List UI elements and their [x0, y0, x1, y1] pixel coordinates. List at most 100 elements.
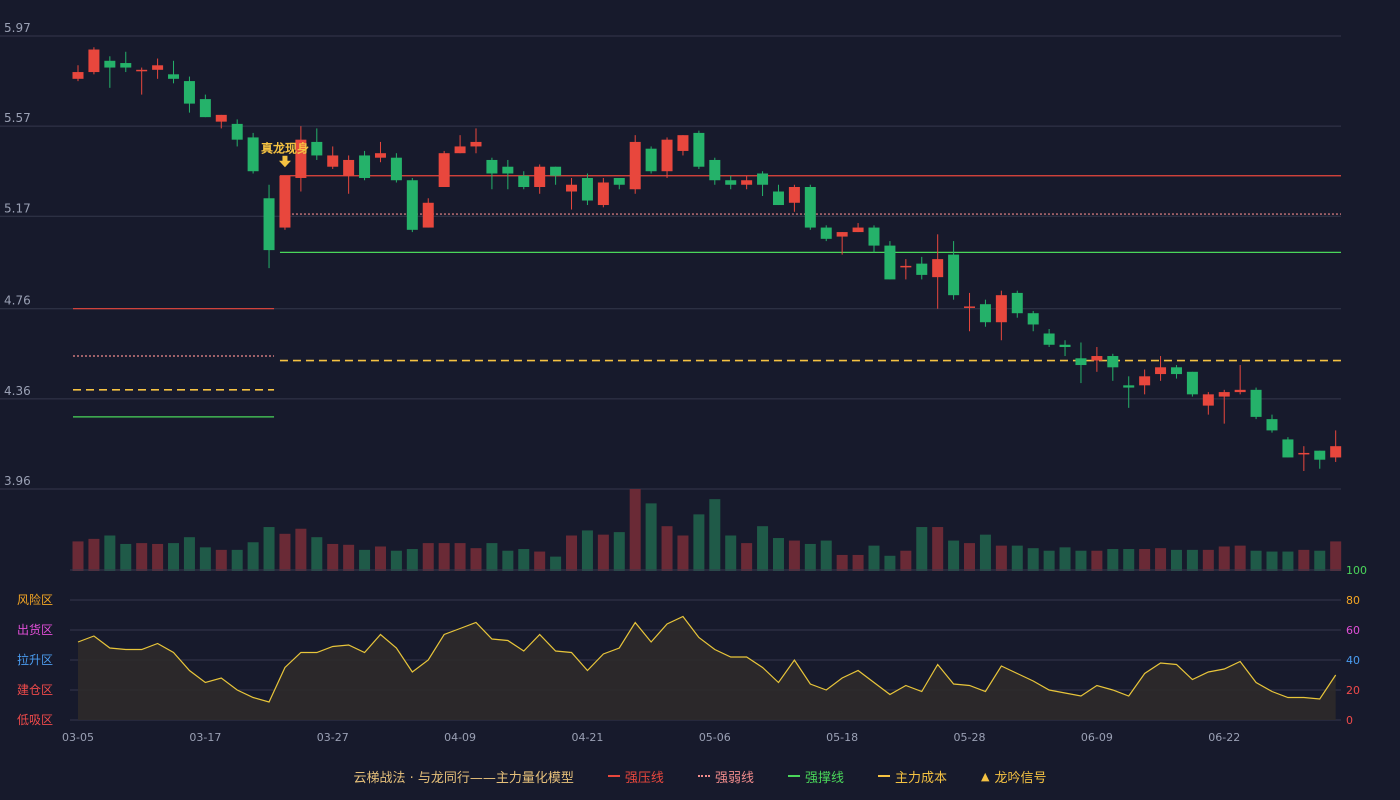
volume-bar	[804, 543, 816, 571]
price-tick-label: 4.36	[4, 384, 31, 398]
candle-body	[1266, 419, 1278, 431]
volume-bar	[327, 543, 339, 571]
candle-body	[613, 177, 625, 185]
legend-item-strong-weak[interactable]: 强弱线	[697, 767, 754, 786]
volume-bar	[1202, 549, 1214, 571]
price-tick-label: 4.76	[4, 294, 31, 308]
volume-bar	[183, 537, 195, 571]
volume-bar	[645, 503, 657, 571]
candle-body	[661, 139, 673, 172]
candle-body	[518, 175, 530, 187]
legend-item-main-cost[interactable]: 主力成本	[877, 767, 947, 786]
oscillator-tick-label: 80	[1346, 594, 1360, 607]
legend-title: 云梯战法 · 与龙同行——主力量化模型	[353, 770, 574, 786]
candle-body	[279, 175, 291, 228]
volume-bar	[1027, 548, 1039, 571]
candle-body	[1123, 385, 1135, 388]
volume-bar	[88, 538, 100, 571]
legend-swatch-strong-pressure	[607, 775, 620, 777]
candle-body	[359, 155, 371, 178]
oscillator-area	[78, 616, 1336, 720]
candle-body	[311, 141, 323, 156]
volume-bar	[1282, 551, 1294, 571]
legend-swatch-main-cost	[877, 775, 890, 777]
legend-label-strong-weak: 强弱线	[714, 770, 754, 786]
candle-body	[502, 166, 514, 174]
candle-body	[183, 81, 195, 104]
volume-bar	[1218, 546, 1230, 571]
candle-body	[900, 265, 912, 268]
volume-bar	[629, 489, 641, 571]
candle-body	[709, 159, 721, 181]
volume-bar	[422, 543, 434, 571]
legend-item-dragon-signal[interactable]: ▲ 龙吟信号	[981, 767, 1046, 786]
volume-bar	[72, 541, 84, 571]
x-tick-label: 03-17	[189, 731, 221, 744]
candle-body	[1091, 356, 1103, 361]
volume-bar	[1314, 550, 1326, 571]
volume-bar	[868, 545, 880, 571]
signal-arrow-icon	[278, 155, 291, 168]
legend-item-strong-support[interactable]: 强撑线	[787, 767, 844, 786]
legend-label-dragon-signal: 龙吟信号	[994, 770, 1047, 786]
candle-body	[247, 137, 259, 172]
volume-bar	[884, 555, 896, 571]
candle-body	[486, 159, 498, 174]
price-tick-label: 5.17	[4, 201, 31, 215]
volume-bar	[995, 545, 1007, 571]
price-tick-label: 5.97	[4, 21, 31, 35]
volume-bar	[709, 499, 721, 571]
volume-bar	[979, 534, 991, 571]
volume-bar	[725, 535, 737, 571]
candle-body	[1282, 439, 1294, 458]
candle-body	[1330, 446, 1342, 458]
candle-body	[550, 166, 562, 176]
volume-bar	[438, 543, 450, 571]
candle-body	[1218, 392, 1230, 397]
candle-body	[725, 180, 737, 185]
x-tick-label: 04-09	[444, 731, 476, 744]
legend-swatch-strong-weak	[697, 775, 710, 777]
candle-body	[1234, 389, 1246, 393]
volume-bar	[1059, 547, 1071, 571]
candle-body	[136, 69, 148, 72]
candle-body	[343, 159, 355, 176]
candle-body	[1314, 450, 1326, 460]
volume-bar	[374, 546, 386, 571]
volume-bar	[518, 549, 530, 571]
legend-swatch-strong-support	[787, 775, 800, 777]
candle-body	[88, 49, 100, 73]
candle-body	[470, 141, 482, 147]
candle-body	[1298, 452, 1310, 455]
candle-body	[215, 114, 227, 122]
candle-body	[597, 182, 609, 206]
volume-bar	[1234, 545, 1246, 571]
volume-bar	[1250, 550, 1262, 571]
volume-bar	[263, 527, 275, 571]
oscillator-tick-label: 0	[1346, 714, 1353, 727]
volume-bar	[486, 543, 498, 571]
candle-body	[836, 232, 848, 237]
candle-body	[1011, 292, 1023, 314]
oscillator-tick-label: 100	[1346, 564, 1367, 577]
volume-bar	[916, 527, 928, 571]
candle-body	[645, 148, 657, 172]
oscillator-zone-label: 低吸区	[17, 713, 53, 727]
volume-bar	[550, 556, 562, 571]
candle-body	[152, 65, 164, 70]
legend-item-strong-pressure[interactable]: 强压线	[607, 767, 664, 786]
candle-body	[1107, 356, 1119, 368]
candle-body	[438, 153, 450, 187]
volume-bar	[613, 532, 625, 571]
candle-body	[1155, 367, 1167, 375]
candle-body	[772, 191, 784, 206]
candle-body	[1139, 376, 1151, 386]
candle-body	[295, 139, 307, 178]
volume-bar	[104, 535, 116, 571]
candle-body	[1075, 358, 1087, 366]
candle-body	[757, 173, 769, 185]
candle-body	[72, 72, 84, 79]
candle-body	[677, 135, 689, 151]
candle-body	[741, 180, 753, 185]
